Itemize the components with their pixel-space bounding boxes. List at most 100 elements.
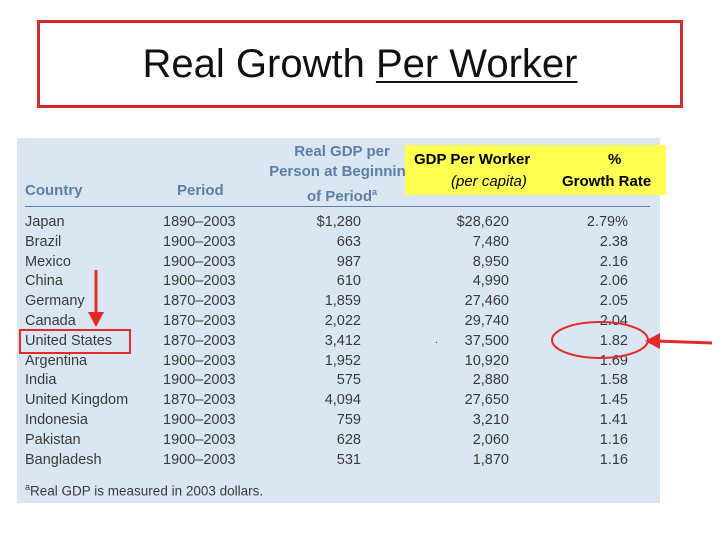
cell-gdp-end: 10,920 [464, 352, 509, 369]
table-row: Argentina 1900–2003 1,952 10,920 1.69 [17, 353, 660, 373]
table-row: Pakistan 1900–2003 628 2,060 1.16 [17, 432, 660, 452]
cell-growth-rate: 1.16 [599, 431, 628, 448]
cell-gdp-start: 663 [336, 233, 361, 250]
cell-gdp-start: 575 [336, 372, 361, 389]
cell-gdp-end: $28,620 [456, 214, 509, 230]
cell-growth-rate: 1.41 [599, 412, 628, 428]
cell-growth-rate: 2.04 [599, 313, 628, 329]
table-row: Brazil 1900–2003 663 7,480 2.38 [17, 234, 660, 254]
cell-country: Canada [25, 313, 76, 329]
cell-gdp-end: 3,210 [472, 412, 509, 428]
table-footnote: aReal GDP is measured in 2003 dollars. [25, 482, 263, 499]
cell-growth-rate: 1.82 [599, 332, 628, 349]
cell-period: 1900–2003 [163, 372, 236, 389]
cell-gdp-start: 3,412 [324, 332, 361, 349]
cell-country: United Kingdom [25, 392, 129, 409]
cell-gdp-start: 1,952 [324, 352, 361, 369]
header-gdp-start: Real GDP per Person at Beginning of Peri… [257, 142, 427, 207]
arrow-left-icon [645, 333, 713, 349]
cell-country: United States [25, 332, 113, 349]
cell-period: 1870–2003 [163, 392, 236, 409]
growth-table: Country Period Real GDP per Person at Be… [17, 138, 660, 503]
cell-gdp-start: 628 [336, 431, 361, 448]
table-row: India 1900–2003 575 2,880 1.58 [17, 372, 660, 392]
cell-country: Bangladesh [25, 451, 102, 468]
cell-gdp-end: 27,650 [464, 392, 509, 409]
highlight-box-united-states [19, 329, 131, 354]
table-row: Indonesia 1900–2003 759 3,210 1.41 [17, 412, 660, 432]
header-footnote-marker: a [372, 187, 378, 197]
cell-country: Germany [25, 293, 85, 310]
footnote-text: Real GDP is measured in 2003 dollars. [30, 483, 264, 499]
header-divider [25, 206, 650, 207]
table-row: Japan 1890–2003 $1,280 $28,620 2.79% [17, 214, 660, 234]
overlay-per-capita: (per capita) [451, 173, 527, 190]
footnote-marker: a [25, 482, 31, 492]
cell-gdp-start: 1,859 [324, 293, 361, 310]
cell-gdp-start: 987 [336, 253, 361, 270]
slide-title-plain: Real Growth [142, 41, 376, 86]
header-period: Period [177, 182, 224, 199]
cell-gdp-start: $1,280 [316, 214, 361, 230]
cell-period: 1870–2003 [163, 332, 236, 349]
header-gdp-start-line-2: Person at Beginning [269, 163, 415, 180]
cell-period: 1870–2003 [163, 293, 236, 310]
cell-growth-rate: 1.16 [599, 451, 628, 468]
cell-country: Mexico [25, 253, 71, 270]
cell-growth-rate: 2.16 [599, 253, 628, 270]
cell-period: 1900–2003 [163, 273, 236, 290]
table-row: Bangladesh 1900–2003 531 1,870 1.16 [17, 452, 660, 472]
yellow-label-box: GDP Per Worker % (per capita) Growth Rat… [405, 145, 666, 195]
cell-gdp-end: 2,060 [472, 431, 509, 448]
cell-gdp-end: 1,870 [472, 451, 509, 468]
cell-gdp-end: 37,500 [464, 332, 509, 349]
cell-country: Japan [25, 214, 65, 230]
cell-country: Argentina [25, 352, 88, 369]
cell-growth-rate: 2.79% [586, 214, 628, 230]
cell-growth-rate: 2.06 [599, 273, 628, 290]
cell-country: Brazil [25, 233, 62, 250]
overlay-percent: % [608, 151, 622, 168]
cell-gdp-end: 4,990 [472, 273, 509, 290]
cell-gdp-start: 4,094 [324, 392, 361, 409]
cell-period: 1890–2003 [163, 214, 236, 230]
cell-gdp-end: 7,480 [472, 233, 509, 250]
cell-gdp-end: 8,950 [472, 253, 509, 270]
cell-gdp-end: 27,460 [464, 293, 509, 310]
header-gdp-start-line-3: of Perioda [306, 187, 378, 205]
cell-gdp-end: 2,880 [472, 372, 509, 389]
overlay-gdp-per-worker: GDP Per Worker [414, 151, 531, 168]
cell-country: Indonesia [25, 412, 88, 428]
cell-country: China [25, 273, 63, 290]
table-row: Germany 1870–2003 1,859 27,460 2.05 [17, 293, 660, 313]
table-row: China 1900–2003 610 4,990 2.06 [17, 273, 660, 293]
cell-period: 1900–2003 [163, 431, 236, 448]
header-gdp-start-line-1: Real GDP per [294, 143, 390, 160]
cell-period: 1900–2003 [163, 253, 236, 270]
cell-country: Pakistan [25, 431, 81, 448]
cell-period: 1900–2003 [163, 412, 236, 428]
cell-gdp-end: 29,740 [464, 313, 509, 329]
slide-title-box: Real Growth Per Worker [37, 20, 683, 108]
table-row: United Kingdom 1870–2003 4,094 27,650 1.45 [17, 392, 660, 412]
cell-growth-rate: 1.58 [599, 372, 628, 389]
table-row: Canada 1870–2003 2,022 29,740 2.04 [17, 313, 660, 333]
cell-gdp-start: 759 [336, 412, 361, 428]
cell-period: 1900–2003 [163, 451, 236, 468]
table-row: United States 1870–2003 3,412 37,500 1.82 [17, 333, 660, 353]
cell-period: 1900–2003 [163, 233, 236, 250]
cell-period: 1870–2003 [163, 313, 236, 329]
cell-gdp-start: 531 [336, 451, 361, 468]
arrow-down-icon [88, 270, 104, 327]
overlay-growth-rate: Growth Rate [562, 173, 652, 190]
table-row: Mexico 1900–2003 987 8,950 2.16 [17, 254, 660, 274]
cell-growth-rate: 1.45 [599, 392, 628, 409]
highlight-ellipse-growth-rate [551, 321, 649, 359]
cell-country: India [25, 372, 57, 389]
cell-gdp-start: 610 [336, 273, 361, 290]
slide-title-underlined: Per Worker [375, 41, 578, 86]
slide-title: Real Growth Per Worker [143, 42, 578, 87]
cell-growth-rate: 2.05 [599, 293, 628, 310]
stray-mark: . [435, 335, 438, 346]
